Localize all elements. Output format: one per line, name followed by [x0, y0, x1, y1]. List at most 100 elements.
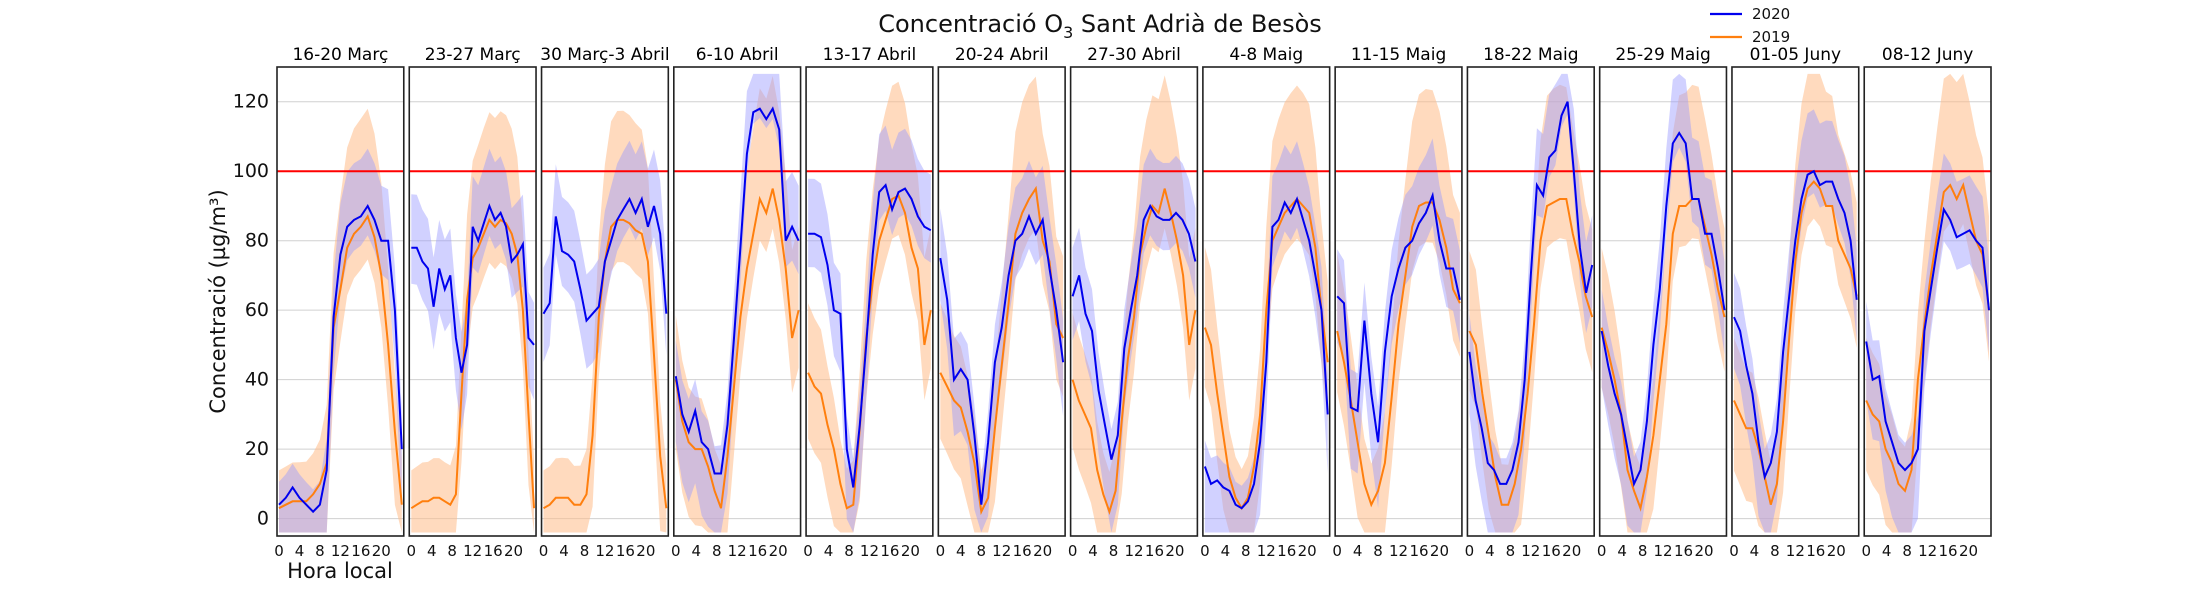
x-tick-label-20: 20	[1694, 542, 1713, 560]
panel-11: 25-29 Maig 0 4 8 12 16 20	[1597, 45, 1728, 560]
x-tick-label-12: 12	[992, 542, 1011, 560]
panel-title: 23-27 Març	[425, 45, 521, 65]
series-line-2020	[1600, 131, 1726, 488]
x-tick-label-16: 16	[1409, 542, 1428, 560]
x-tick-label-16: 16	[1145, 542, 1164, 560]
x-tick-label-4: 4	[559, 542, 569, 560]
x-tick-label-8: 8	[712, 542, 722, 560]
x-tick-label-20: 20	[1033, 542, 1052, 560]
x-tick-label-4: 4	[1088, 542, 1098, 560]
panel-plot-area-10	[1467, 73, 1595, 533]
chart-title-suffix: Sant Adrià de Besòs	[1073, 10, 1321, 38]
band-2019	[411, 111, 534, 533]
y-tick-label-60: 60	[245, 299, 269, 321]
panel-plot-area-4	[673, 73, 801, 533]
band-2020	[1204, 141, 1328, 533]
x-tick-label-16: 16	[1674, 542, 1693, 560]
x-tick-label-20: 20	[636, 542, 655, 560]
x-tick-label-16: 16	[484, 542, 503, 560]
y-tick-label-100: 100	[233, 160, 269, 182]
legend-label-2019: 2019	[1752, 28, 1790, 46]
series-line-2020	[1203, 196, 1329, 510]
panel-plot-area-2	[409, 111, 537, 533]
panel-title: 01-05 Juny	[1750, 45, 1841, 65]
x-tick-label-0: 0	[1465, 542, 1475, 560]
panel-plot-area-6	[938, 76, 1066, 533]
x-tick-label-0: 0	[1200, 542, 1210, 560]
panel-title: 25-29 Maig	[1615, 45, 1710, 65]
panel-plot-area-13	[1864, 73, 1991, 533]
panel-3: 30 Març-3 Abril 0 4 8 12 16 20	[539, 45, 670, 560]
panel-10: 18-22 Maig 0 4 8 12 16 20	[1465, 45, 1595, 560]
band-2020	[1469, 73, 1593, 533]
series-line-2020	[1733, 169, 1858, 481]
y-axis-label: Concentració (µg/m³)	[206, 189, 230, 413]
panel-6: 20-24 Abril 0 4 8 12 16 20	[936, 45, 1066, 560]
x-tick-label-8: 8	[1902, 542, 1912, 560]
x-tick-label-16: 16	[880, 542, 899, 560]
panel-frame	[673, 66, 802, 537]
band-2019	[543, 110, 667, 533]
series-line-2019	[1733, 180, 1858, 505]
x-tick-label-4: 4	[956, 542, 966, 560]
x-tick-label-4: 4	[295, 542, 305, 560]
x-tick-label-20: 20	[901, 542, 920, 560]
x-tick-label-12: 12	[1786, 542, 1805, 560]
band-2019	[1734, 73, 1857, 533]
x-tick-label-4: 4	[691, 542, 701, 560]
x-tick-label-4: 4	[1485, 542, 1495, 560]
band-2020	[940, 160, 1064, 533]
panel-12: 01-05 Juny 0 4 8 12 16 20	[1729, 45, 1860, 560]
y-tick-label-20: 20	[245, 438, 269, 460]
panel-title: 16-20 Març	[292, 45, 388, 65]
x-tick-label-16: 16	[748, 542, 767, 560]
x-tick-label-0: 0	[936, 542, 946, 560]
x-tick-label-0: 0	[274, 542, 284, 560]
x-tick-label-0: 0	[539, 542, 549, 560]
x-tick-label-0: 0	[1729, 542, 1739, 560]
x-tick-label-16: 16	[1939, 542, 1958, 560]
x-tick-label-12: 12	[1257, 542, 1276, 560]
series-line-2020	[1865, 206, 1990, 472]
x-tick-label-12: 12	[1124, 542, 1143, 560]
series-line-2019	[939, 185, 1064, 516]
series-line-2019	[1071, 188, 1197, 515]
panel-plot-area-9	[1335, 89, 1462, 533]
x-tick-label-16: 16	[616, 542, 635, 560]
x-tick-label-8: 8	[1770, 542, 1780, 560]
series-line-2019	[278, 214, 403, 510]
panel-title: 08-12 Juny	[1882, 45, 1973, 65]
x-tick-label-20: 20	[1827, 542, 1846, 560]
x-tick-label-4: 4	[1221, 542, 1231, 560]
x-tick-label-16: 16	[1542, 542, 1561, 560]
chart-title-text: Concentració O	[878, 10, 1063, 38]
y-tick-label-120: 120	[233, 91, 269, 113]
series-line-2019	[674, 188, 800, 509]
x-tick-label-4: 4	[427, 542, 437, 560]
band-2020	[543, 140, 667, 369]
panel-frame	[540, 66, 670, 537]
x-tick-label-12: 12	[860, 542, 879, 560]
panel-frame	[276, 66, 405, 537]
panel-title: 13-17 Abril	[823, 45, 917, 65]
panel-frame	[1863, 66, 1992, 537]
panel-4: 6-10 Abril 0 4 8 12 16 20	[671, 45, 802, 560]
series-line-2020	[1468, 101, 1594, 485]
series-line-2020	[1336, 191, 1461, 443]
x-tick-label-4: 4	[1750, 542, 1760, 560]
x-tick-label-0: 0	[1068, 542, 1078, 560]
panel-frame	[805, 66, 934, 537]
x-tick-label-0: 0	[1597, 542, 1607, 560]
series-line-2020	[542, 195, 668, 323]
x-tick-label-8: 8	[1506, 542, 1516, 560]
panel-9: 11-15 Maig 0 4 8 12 16 20	[1332, 45, 1463, 560]
x-tick-label-16: 16	[1277, 542, 1296, 560]
x-tick-label-4: 4	[1617, 542, 1627, 560]
x-tick-label-8: 8	[1241, 542, 1251, 560]
x-tick-label-4: 4	[1353, 542, 1363, 560]
panel-plot-area-11	[1599, 73, 1727, 533]
x-tick-label-8: 8	[1373, 542, 1383, 560]
x-tick-label-8: 8	[1638, 542, 1648, 560]
x-tick-label-12: 12	[1521, 542, 1540, 560]
